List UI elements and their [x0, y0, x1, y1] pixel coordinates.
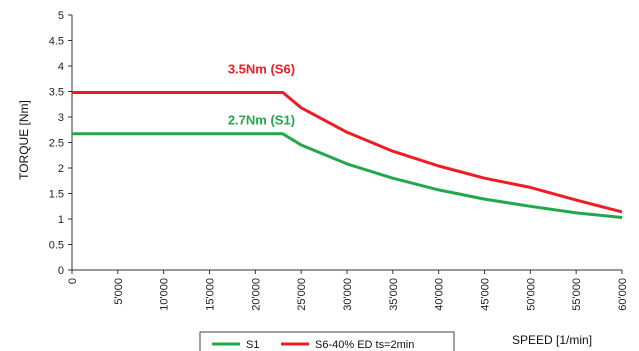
x-tick-label: 40'000 [434, 278, 446, 311]
series-line-s1 [72, 132, 623, 219]
y-tick-label: 2.5 [49, 138, 64, 150]
y-tick-label: 3 [58, 112, 64, 124]
annotations: 3.5Nm (S6) 2.7Nm (S1) [228, 62, 295, 128]
x-tick-label: 20'000 [250, 278, 262, 311]
y-tick-label: 5 [58, 10, 64, 22]
y-tick-label: 0 [58, 265, 64, 277]
x-tick-label: 35'000 [388, 278, 400, 311]
x-tick-label: 25'000 [296, 278, 308, 311]
x-tick-label: 45'000 [480, 278, 492, 311]
x-axis-ticks: 0 5'000 10'000 15'000 20'000 25'000 30'000 35'0… [67, 270, 629, 311]
axes [71, 15, 622, 271]
y-tick-label: 4.5 [49, 36, 64, 48]
x-tick-label: 60'000 [617, 278, 629, 311]
x-tick-label: 0 [67, 278, 79, 284]
series-line-s6 [72, 91, 623, 214]
y-axis-title: TORQUE [Nm] [17, 100, 31, 180]
x-tick-label: 30'000 [342, 278, 354, 311]
x-tick-label: 5'000 [113, 278, 125, 305]
y-axis-ticks: 0 0.5 1 1.5 2 2.5 3 3.5 4 4.5 5 [49, 10, 72, 277]
annotation-label: 3.5Nm (S6) [228, 62, 295, 77]
x-tick-label: 50'000 [525, 278, 537, 311]
x-tick-label: 55'000 [571, 278, 583, 311]
legend-label-s6: S6-40% ED ts=2min [315, 339, 414, 351]
y-tick-label: 3.5 [49, 87, 64, 99]
y-tick-label: 2 [58, 163, 64, 175]
y-tick-label: 4 [58, 61, 64, 73]
legend-label-s1: S1 [246, 339, 259, 351]
x-tick-label: 15'000 [205, 278, 217, 311]
x-axis-title: SPEED [1/min] [512, 333, 592, 347]
y-tick-label: 0.5 [49, 240, 64, 252]
y-tick-label: 1.5 [49, 189, 64, 201]
series-lines [72, 91, 623, 219]
annotation-label: 2.7Nm (S1) [228, 113, 295, 128]
y-tick-label: 1 [58, 214, 64, 226]
legend: S1 S6-40% ED ts=2min [199, 331, 455, 351]
legend-box [199, 331, 455, 351]
x-tick-label: 10'000 [159, 278, 171, 311]
